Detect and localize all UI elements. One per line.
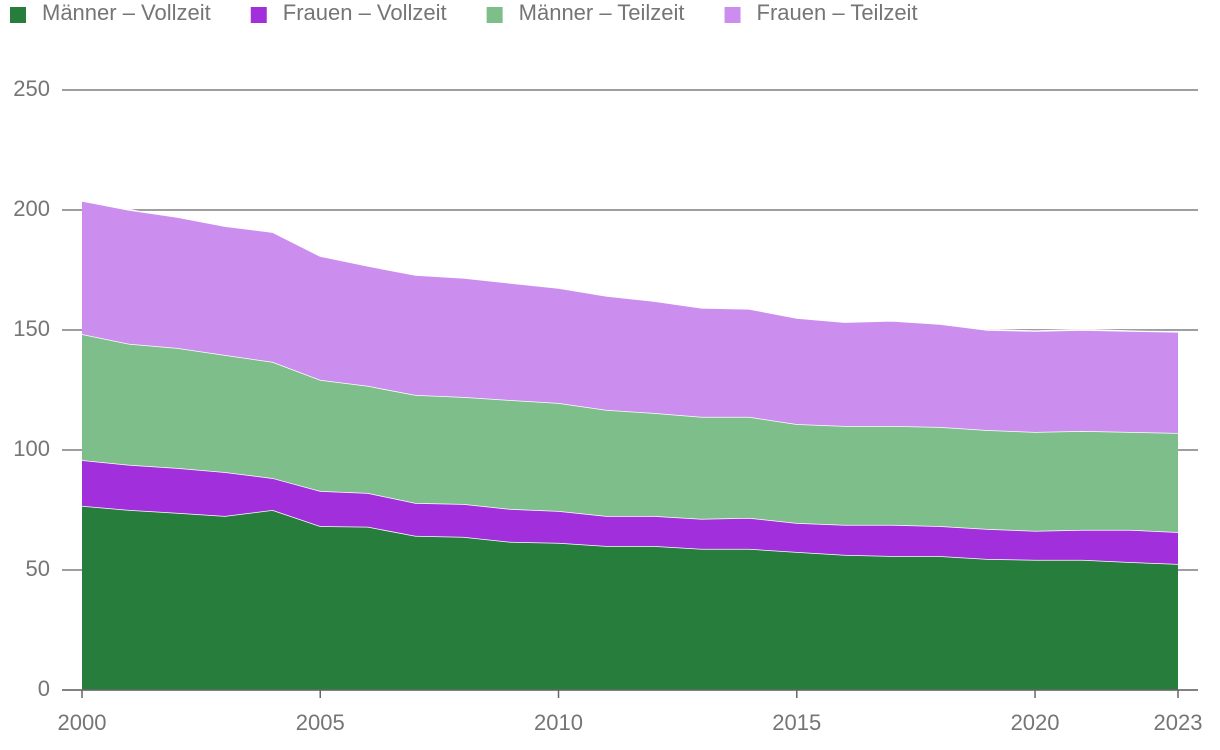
area xyxy=(82,200,1178,433)
y-tick-label: 250 xyxy=(13,76,50,101)
legend-swatch xyxy=(250,7,267,23)
area xyxy=(82,334,1178,533)
legend-label: Männer – Vollzeit xyxy=(42,0,211,25)
y-tick-label: 100 xyxy=(13,436,50,461)
legend-swatch xyxy=(486,7,503,23)
x-tick-label: 2020 xyxy=(1011,710,1060,735)
legend-swatch xyxy=(724,7,741,23)
legend-label: Frauen – Teilzeit xyxy=(757,0,918,25)
area xyxy=(82,505,1178,690)
y-tick-label: 200 xyxy=(13,196,50,221)
area xyxy=(82,460,1178,564)
y-tick-label: 150 xyxy=(13,316,50,341)
x-tick-label: 2010 xyxy=(534,710,583,735)
x-tick-label: 2000 xyxy=(58,710,107,735)
x-tick-label: 2015 xyxy=(772,710,821,735)
legend-swatch xyxy=(10,7,26,23)
y-tick-label: 50 xyxy=(26,556,50,581)
x-tick-label: 2023 xyxy=(1154,710,1203,735)
legend-label: Männer – Teilzeit xyxy=(519,0,685,25)
y-tick-label: 0 xyxy=(38,676,50,701)
legend-label: Frauen – Vollzeit xyxy=(283,0,447,25)
area-line xyxy=(81,200,1179,333)
x-tick-label: 2005 xyxy=(296,710,345,735)
